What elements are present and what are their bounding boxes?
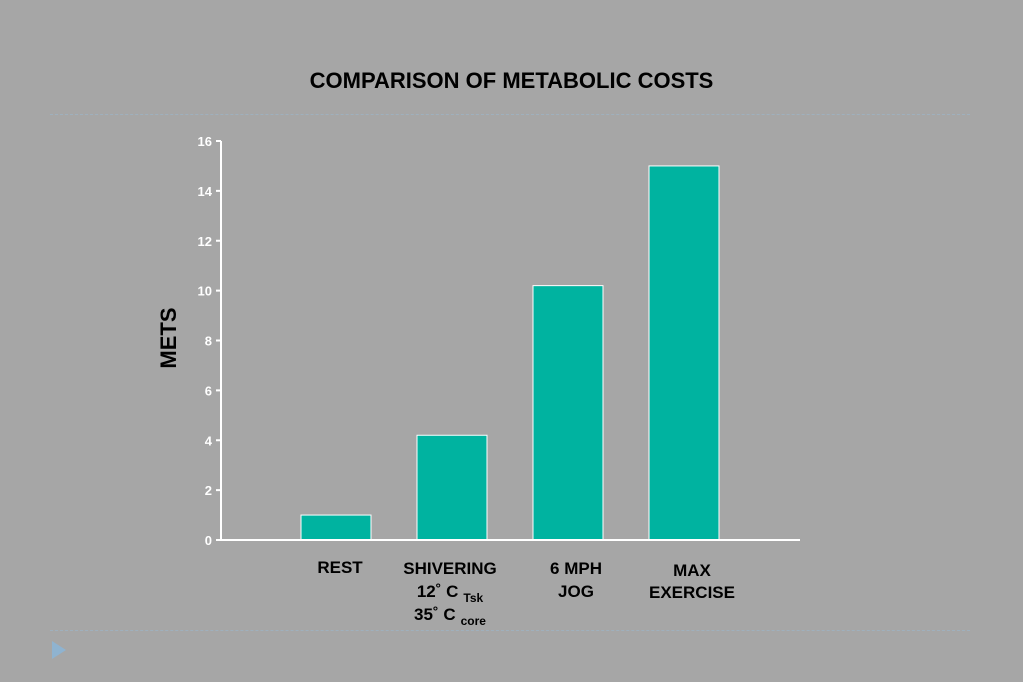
bar-2 [532,285,604,541]
bottom-divider [50,630,970,631]
y-axis-label: METS [156,307,181,368]
y-tick-label: 8 [205,334,212,349]
play-triangle-icon[interactable] [52,641,66,659]
y-tick-label: 4 [205,433,213,448]
bar-3 [648,165,720,541]
y-tick-label: 16 [198,134,212,149]
category-label: MAX EXERCISE [649,561,735,602]
bar-1 [416,434,488,541]
chart-title: COMPARISON OF METABOLIC COSTS [309,68,714,93]
y-tick-label: 14 [198,184,213,199]
y-tick-label: 2 [205,483,212,498]
bar-0 [300,514,372,541]
category-label: 6 MPH JOG [550,559,602,601]
category-label-line: MAX [673,561,711,580]
category-label-line: 6 MPH [550,559,602,578]
category-label-line: JOG [558,582,594,601]
top-divider [50,114,970,115]
category-label-line: 12˚ C Tsk [417,582,484,605]
y-tick-label: 10 [198,284,212,299]
y-tick-label: 6 [205,383,212,398]
category-label-line: SHIVERING [403,559,497,578]
y-tick-label: 0 [205,533,212,548]
category-label-line: REST [317,558,363,577]
category-label: REST [317,558,363,577]
category-label-line: EXERCISE [649,583,735,602]
y-tick-label: 12 [198,234,212,249]
